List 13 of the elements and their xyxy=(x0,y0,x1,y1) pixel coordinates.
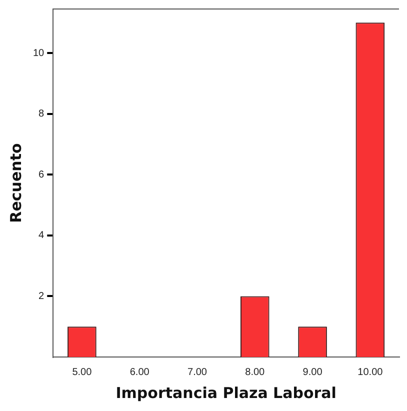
x-tick-label: 9.00 xyxy=(302,366,323,378)
x-tick-label: 6.00 xyxy=(130,366,150,378)
y-tick-label: 8 xyxy=(38,108,45,120)
y-tick-label: 2 xyxy=(38,290,45,302)
x-tick-label: 10.00 xyxy=(358,366,384,378)
y-tick-label: 6 xyxy=(38,169,45,180)
y-tick-label: 10 xyxy=(33,48,45,59)
y-tick-label: 4 xyxy=(38,230,45,242)
x-axis-title: Importancia Plaza Laboral xyxy=(116,384,336,402)
x-tick-label: 8.00 xyxy=(245,366,266,378)
x-tick-label: 5.00 xyxy=(72,366,92,378)
x-tick-label: 7.00 xyxy=(188,366,208,378)
y-axis-title: Recuento xyxy=(6,143,25,223)
